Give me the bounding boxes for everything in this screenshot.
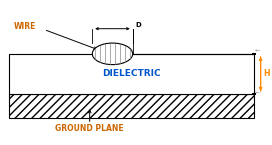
Bar <box>252 93 255 95</box>
Circle shape <box>92 43 133 65</box>
Text: DIELECTRIC: DIELECTRIC <box>102 69 161 78</box>
Text: WIRE: WIRE <box>14 22 36 31</box>
Bar <box>9 94 254 118</box>
Text: ←: ← <box>254 47 260 52</box>
Text: ←: ← <box>254 89 259 94</box>
Bar <box>252 53 255 55</box>
Text: H: H <box>263 69 270 78</box>
Bar <box>9 54 254 94</box>
Text: GROUND PLANE: GROUND PLANE <box>55 124 124 133</box>
Text: D: D <box>135 22 141 28</box>
